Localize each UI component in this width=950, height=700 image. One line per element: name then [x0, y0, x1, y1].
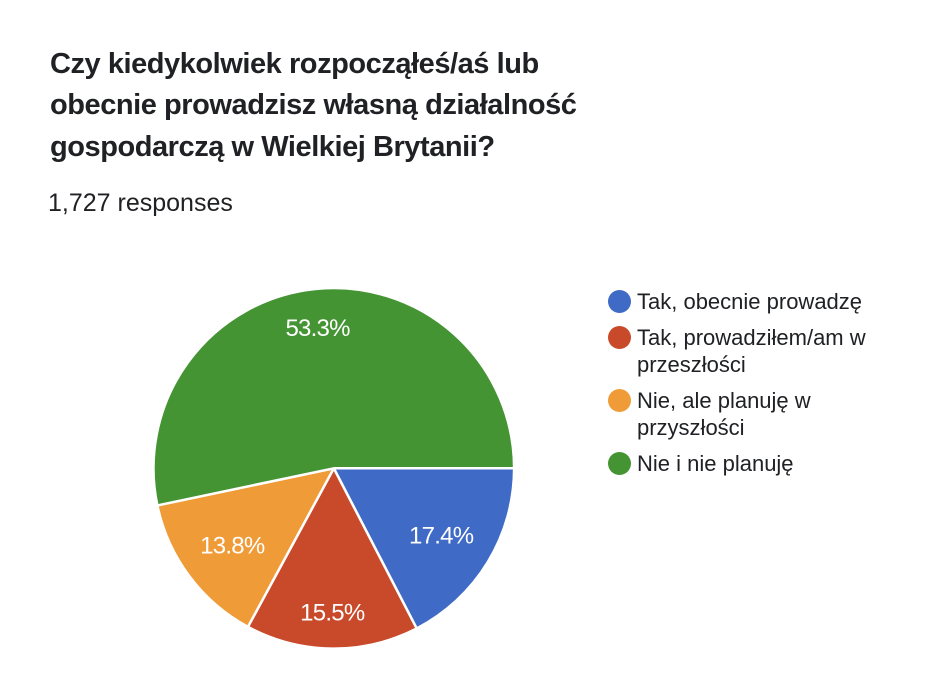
svg-text:15.5%: 15.5%: [300, 600, 365, 627]
svg-text:53.3%: 53.3%: [285, 315, 350, 342]
svg-text:13.8%: 13.8%: [200, 532, 265, 559]
svg-text:17.4%: 17.4%: [409, 522, 474, 549]
